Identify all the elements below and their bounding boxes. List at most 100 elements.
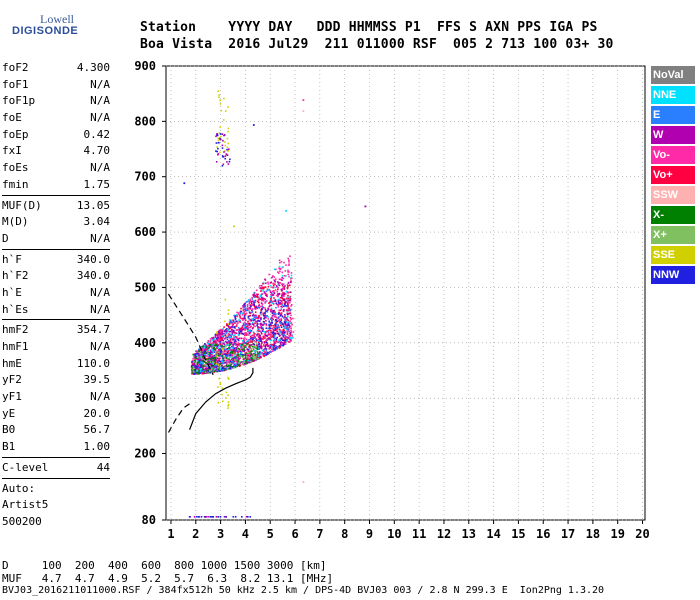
echo-point [224, 329, 226, 332]
echo-point [231, 341, 234, 344]
echo-point [268, 332, 270, 334]
echo-point [231, 355, 234, 357]
param-name: foF1p [2, 94, 36, 108]
echo-point [254, 299, 257, 302]
echo-point [261, 303, 264, 305]
param-value: 44 [96, 460, 110, 474]
echo-point [234, 356, 237, 358]
echo-point [274, 313, 277, 315]
echo-point [222, 357, 224, 360]
echo-point [222, 139, 224, 142]
echo-point [229, 321, 231, 324]
echo-point [285, 301, 287, 303]
echo-point [271, 320, 273, 322]
echo-point [199, 358, 201, 360]
echo-point [243, 317, 246, 319]
echo-point [255, 339, 258, 341]
echo-point [199, 357, 201, 359]
echo-point [211, 350, 214, 352]
echo-point [256, 347, 258, 350]
echo-point [287, 327, 289, 330]
echo-point [279, 330, 282, 332]
echo-point [213, 339, 215, 341]
echo-point [227, 313, 229, 315]
echo-point [283, 288, 286, 290]
echo-point [287, 273, 290, 276]
echo-point [206, 360, 209, 363]
param-row: MUF(D) 13.05 [2, 198, 110, 215]
echo-point [255, 347, 257, 349]
echo-point [290, 280, 292, 283]
echo-point [261, 342, 263, 344]
echo-point [286, 336, 288, 338]
param-name: foE [2, 111, 22, 125]
echo-point [219, 363, 222, 365]
echo-point [234, 365, 236, 367]
echo-point [287, 319, 289, 322]
echo-point [208, 357, 211, 360]
echo-point [204, 355, 206, 357]
echo-point [261, 293, 263, 295]
echo-point [217, 366, 219, 369]
echo-point [243, 310, 245, 313]
echo-point [253, 302, 255, 304]
echo-point [233, 225, 235, 228]
echo-point [288, 264, 290, 266]
echo-point [284, 330, 287, 333]
echo-point [220, 362, 222, 364]
echo-point [247, 316, 250, 318]
echo-point [259, 337, 262, 339]
echo-point [262, 327, 264, 330]
echo-point [227, 163, 230, 165]
echo-point [281, 279, 283, 281]
echo-point [217, 368, 219, 370]
echo-point [280, 312, 283, 314]
echo-point [280, 278, 282, 281]
echo-point [271, 302, 274, 304]
echo-point [273, 300, 275, 303]
legend-item-vominus: Vo- [651, 146, 695, 164]
echo-point [225, 153, 228, 155]
echo-point [201, 372, 203, 375]
echo-point [234, 357, 236, 360]
echo-point [227, 349, 230, 352]
echo-point [244, 302, 246, 305]
echo-point [214, 339, 217, 342]
echo-point [278, 330, 281, 332]
echo-point [253, 316, 256, 319]
echo-point [262, 324, 264, 327]
echo-point [265, 315, 268, 317]
echo-point [235, 320, 237, 322]
x-tick-label: 12 [437, 527, 451, 541]
y-tick-label: 80 [142, 513, 156, 527]
echo-point [215, 364, 218, 367]
echo-point [277, 281, 279, 283]
echo-point [235, 325, 238, 327]
echo-point [287, 282, 290, 285]
echo-point [227, 394, 229, 396]
echo-point [227, 106, 229, 108]
echo-point [192, 368, 194, 371]
echo-point [211, 362, 213, 365]
digisonde-logo: Lowell DIGISONDE [4, 8, 78, 38]
echo-point [261, 288, 263, 290]
echo-point [214, 358, 217, 361]
echo-point [232, 362, 235, 365]
echo-point [242, 362, 245, 364]
echo-point [242, 309, 245, 311]
echo-point [282, 341, 284, 344]
param-value: 13.05 [76, 198, 110, 212]
echo-point [251, 341, 253, 343]
echo-point [287, 324, 289, 327]
echo-point [243, 363, 245, 366]
echo-point [233, 363, 236, 365]
legend: NoVal NNE E W Vo- Vo+ SSW X- X+ SSE NNW [651, 66, 695, 286]
echo-point [223, 97, 225, 100]
echo-point [288, 261, 290, 263]
echo-point [216, 357, 218, 359]
echo-point [237, 327, 240, 329]
echo-point [213, 338, 216, 340]
echo-point [273, 284, 275, 287]
echo-point [211, 356, 213, 359]
echo-point [239, 349, 241, 352]
